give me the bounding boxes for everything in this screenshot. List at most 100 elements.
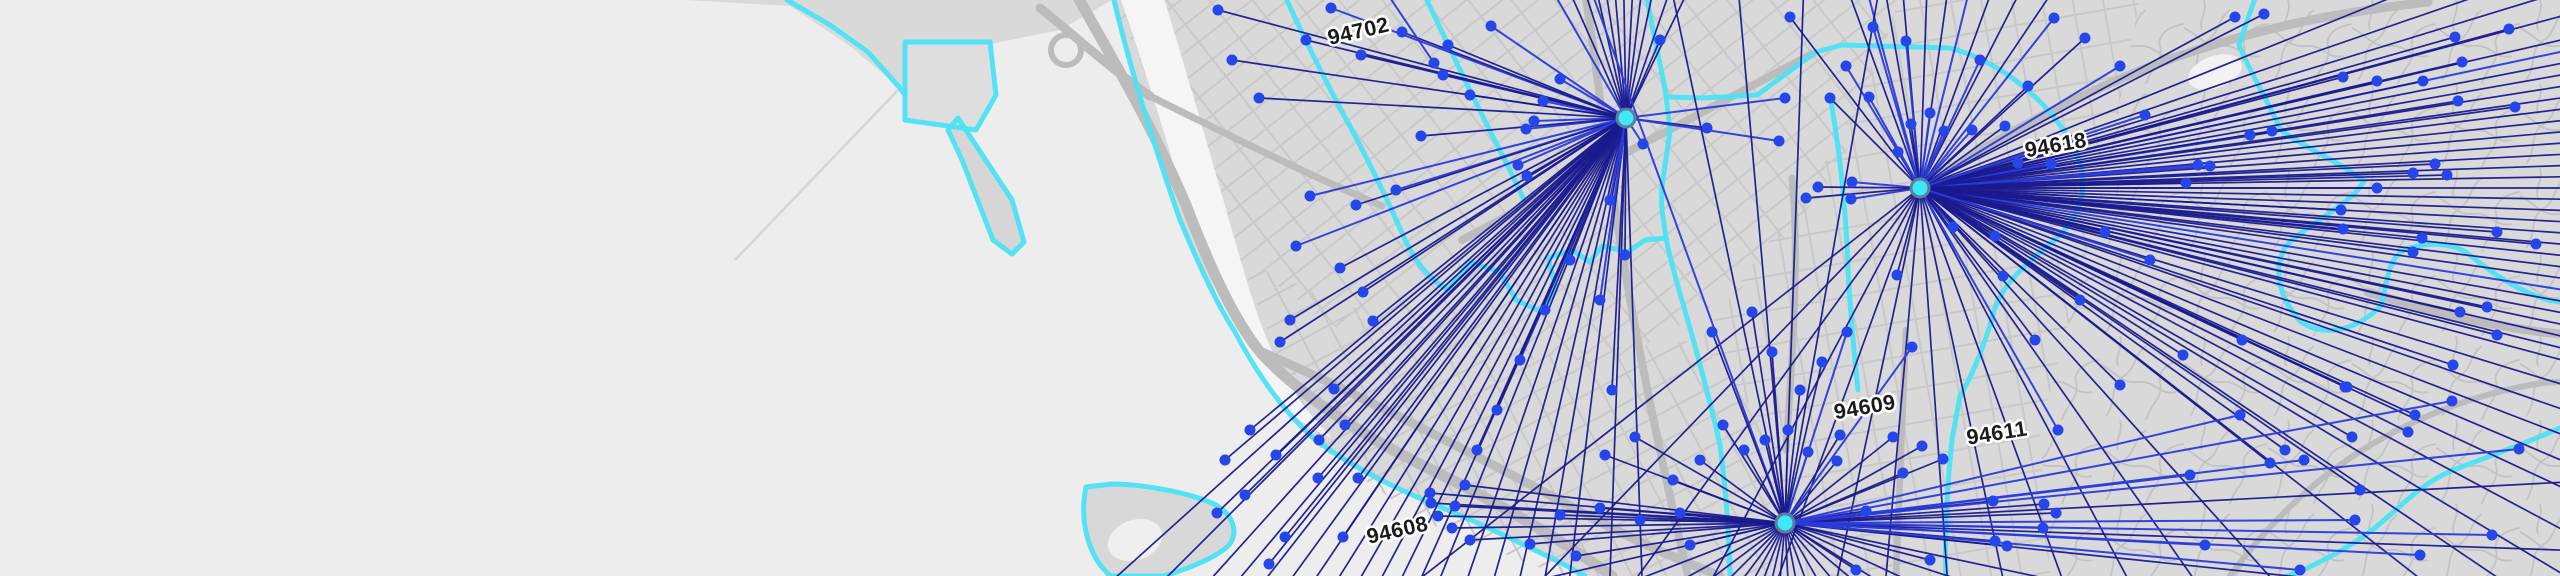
flow-line xyxy=(1625,97,1786,119)
flow-line xyxy=(1372,117,1627,322)
destination-dot xyxy=(2045,158,2057,170)
flow-line xyxy=(1872,26,1921,189)
destination-dot xyxy=(2414,549,2426,561)
flow-ray xyxy=(1919,153,2560,189)
flow-ray xyxy=(1919,187,2560,349)
flow-line xyxy=(1784,522,2301,571)
destination-dot xyxy=(2234,409,2246,421)
destination-dot xyxy=(2530,238,2542,250)
destination-dot xyxy=(1437,69,1449,81)
destination-dot xyxy=(1274,336,1286,348)
destination-dot xyxy=(1528,115,1540,127)
destination-dot xyxy=(1253,92,1265,104)
flow-hub[interactable] xyxy=(1615,107,1637,129)
destination-dot xyxy=(1524,538,1536,550)
destination-dot xyxy=(1396,26,1408,38)
flow-line xyxy=(1764,439,1786,524)
flow-line xyxy=(1919,187,2414,253)
flow-line xyxy=(1919,187,2409,433)
flow-line xyxy=(1919,187,2416,416)
flow-line xyxy=(1919,187,2537,245)
flow-ray xyxy=(1919,187,2560,212)
flow-line xyxy=(1784,522,1931,561)
flow-line xyxy=(1711,331,1786,524)
flow-ray xyxy=(1292,117,1627,576)
flow-line xyxy=(1464,484,1786,524)
destination-dot xyxy=(2417,75,2429,87)
flow-ray xyxy=(1919,187,2560,223)
flow-line xyxy=(1611,117,1627,391)
destination-dot xyxy=(2236,334,2248,346)
destination-dot xyxy=(2354,484,2366,496)
flow-line xyxy=(1919,13,2265,189)
destination-dot xyxy=(1905,118,1917,130)
flow-line xyxy=(1919,187,2498,336)
destination-dot xyxy=(1759,434,1771,446)
flow-line xyxy=(1829,97,1921,189)
flow-ray xyxy=(1116,117,1627,576)
destination-dot xyxy=(1428,57,1440,69)
destination-dot xyxy=(2402,426,2414,438)
destination-dot xyxy=(2339,381,2351,393)
destination-dot xyxy=(1226,54,1238,66)
destination-dot xyxy=(2199,539,2211,551)
flow-ray xyxy=(1544,187,1921,576)
destination-dot xyxy=(1539,304,1551,316)
flow-line xyxy=(1295,117,1627,247)
flow-line xyxy=(1224,117,1627,461)
destination-dot xyxy=(1554,73,1566,85)
destination-dot xyxy=(1746,306,1758,318)
destination-dot xyxy=(1974,54,1986,66)
flow-line xyxy=(1919,114,2146,189)
flow-ray xyxy=(1919,187,2560,461)
destination-dot xyxy=(2037,522,2049,534)
destination-dot xyxy=(2481,301,2493,313)
flow-line xyxy=(1784,448,2520,524)
flow-ray xyxy=(1919,187,2560,325)
destination-dot xyxy=(1339,419,1351,431)
destination-dot xyxy=(1887,431,1899,443)
destination-dot xyxy=(1471,444,1483,456)
flow-line xyxy=(1309,117,1627,197)
destination-dot xyxy=(1850,564,1862,576)
destination-dot xyxy=(1263,558,1275,570)
destination-dot xyxy=(1766,346,1778,358)
destination-dot xyxy=(1512,159,1524,171)
destination-dot xyxy=(2449,31,2461,43)
flow-line xyxy=(1244,117,1627,496)
destination-dot xyxy=(1464,89,1476,101)
destination-dot xyxy=(1219,454,1231,466)
destination-dot xyxy=(1834,429,1846,441)
flow-line xyxy=(1625,39,1661,119)
flow-ray xyxy=(1919,187,2560,385)
destination-dot xyxy=(1867,21,1879,33)
flow-ray xyxy=(1919,187,2560,245)
flow-line xyxy=(1437,515,1786,524)
flow-line xyxy=(1784,346,1913,524)
flow-ray xyxy=(1919,85,2560,189)
destination-dot xyxy=(1773,135,1785,147)
destination-dot xyxy=(2337,71,2349,83)
destination-dot xyxy=(1924,107,1936,119)
destination-dot xyxy=(2454,306,2466,318)
flow-line xyxy=(1919,187,2184,356)
destination-dot xyxy=(2184,469,2196,481)
destination-dot xyxy=(1446,522,1458,534)
destination-dot xyxy=(1424,487,1436,499)
flow-ray xyxy=(1919,187,2560,361)
destination-dot xyxy=(1674,507,1686,519)
destination-dot xyxy=(1694,454,1706,466)
destination-dot xyxy=(2180,177,2192,189)
flow-line xyxy=(1919,76,2344,189)
destination-dot xyxy=(2491,329,2503,341)
flow-hub[interactable] xyxy=(1909,177,1931,199)
destination-dot xyxy=(2204,160,2216,172)
destination-dot xyxy=(1459,479,1471,491)
destination-dot xyxy=(1800,192,1812,204)
destination-dot xyxy=(1491,404,1503,416)
flow-line xyxy=(1784,474,2191,524)
flow-hub[interactable] xyxy=(1774,512,1796,534)
destination-dot xyxy=(2349,514,2361,526)
